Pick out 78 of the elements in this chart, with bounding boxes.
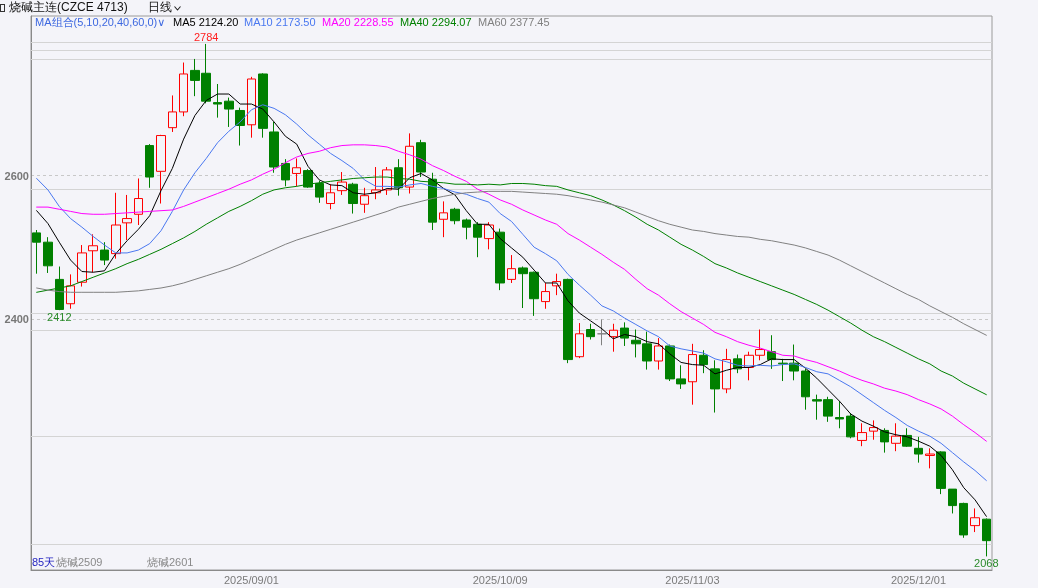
candlestick <box>891 422 901 452</box>
chart-title: 烧碱主连(CZCE 4713) <box>9 0 128 14</box>
candlestick <box>869 419 878 441</box>
annotation: 2784 <box>194 31 219 44</box>
candlestick <box>66 273 75 310</box>
candlestick <box>439 200 448 238</box>
candlestick <box>597 318 607 346</box>
text: MA20 2228.55 <box>322 16 394 29</box>
candlestick <box>224 97 234 128</box>
y-tick-label: 2400 <box>4 312 29 325</box>
candlestick <box>846 412 855 439</box>
candlestick <box>857 422 867 447</box>
candlestick <box>507 254 516 284</box>
annotation: MA组合(5,10,20,40,60,0)∨ <box>35 16 166 29</box>
candlestick <box>688 343 697 406</box>
candlestick <box>292 157 301 187</box>
candlestick <box>710 359 720 414</box>
annotation: 烧碱2601 <box>147 556 194 569</box>
candlestick <box>563 278 573 364</box>
candlestick <box>416 139 426 178</box>
candlestick <box>835 400 844 429</box>
candlestick <box>462 218 471 240</box>
candlestick <box>575 322 584 359</box>
candlestick <box>484 221 494 250</box>
candlestick <box>473 221 482 258</box>
text: MA10 2173.50 <box>244 16 316 29</box>
candlestick <box>326 183 335 210</box>
line-series <box>36 190 987 336</box>
x-tick-label: 2025/12/01 <box>890 573 947 586</box>
text: MA60 2377.45 <box>478 16 550 29</box>
candlestick <box>145 143 154 189</box>
candlestick <box>609 323 618 353</box>
annotation: 2068 <box>974 556 999 569</box>
candlestick <box>100 241 109 266</box>
candlestick <box>801 368 810 411</box>
x-tick-label: 2025/10/09 <box>472 573 528 586</box>
candlestick <box>315 180 324 204</box>
annotation: 2412 <box>47 310 72 323</box>
candlestick <box>970 507 980 533</box>
candlestick <box>541 282 550 310</box>
candlestick <box>699 349 708 374</box>
line-series <box>36 144 987 442</box>
candlestick <box>948 488 957 514</box>
candlestick <box>55 266 64 311</box>
chart-subtitle: 日线 <box>148 0 172 14</box>
candlestick <box>179 62 188 117</box>
candlestick <box>258 72 268 139</box>
candlestick <box>360 187 369 214</box>
candlestick <box>247 76 256 139</box>
candlestick <box>43 236 53 274</box>
candlestick <box>495 228 505 291</box>
candlestick <box>111 192 121 260</box>
candlestick <box>77 244 87 288</box>
candlestick <box>269 121 279 174</box>
candlestick <box>959 502 968 539</box>
text: MA40 2294.07 <box>400 16 472 29</box>
candlestick <box>235 107 245 147</box>
candlestick <box>168 94 177 133</box>
candlestick <box>925 447 935 469</box>
y-tick-label: 2600 <box>4 169 29 182</box>
candlestick <box>88 233 98 273</box>
candlestick <box>156 134 166 205</box>
candlestick <box>914 436 923 464</box>
x-tick-label: 2025/11/03 <box>665 573 720 586</box>
candlestick <box>654 337 663 371</box>
candlestick <box>213 83 222 119</box>
annotation: 烧碱2509 <box>56 556 103 569</box>
candlestick <box>982 517 991 557</box>
candlestick <box>32 229 41 275</box>
x-tick-label: 2025/09/01 <box>223 573 279 586</box>
candlestick <box>348 182 358 215</box>
candlestick <box>450 207 460 225</box>
candlestick <box>122 194 132 241</box>
candlestick <box>134 177 143 226</box>
candlestick <box>586 323 595 341</box>
text: MA5 2124.20 <box>173 16 239 29</box>
annotation: 85天 <box>32 556 56 569</box>
candlestick <box>936 450 946 495</box>
